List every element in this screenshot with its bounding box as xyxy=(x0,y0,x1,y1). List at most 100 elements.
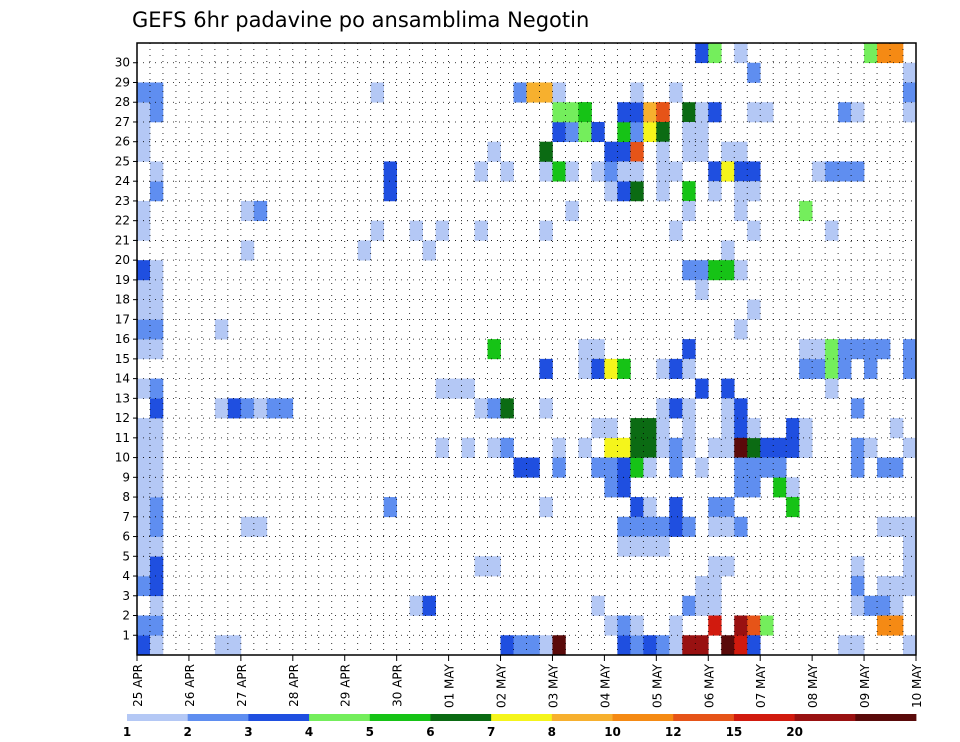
colorbar-segment xyxy=(551,714,613,721)
heatmap-cell xyxy=(825,358,839,379)
heatmap-cell xyxy=(591,457,605,478)
heatmap-cell xyxy=(617,635,631,656)
heatmap-cell xyxy=(643,457,657,478)
x-tick-label: 28 APR xyxy=(287,664,301,707)
heatmap-cell xyxy=(461,378,475,399)
heatmap-cell xyxy=(695,635,709,656)
heatmap-cell xyxy=(630,635,644,656)
heatmap-cell xyxy=(539,82,553,103)
heatmap-cell xyxy=(708,556,722,577)
heatmap-cell xyxy=(682,200,696,221)
heatmap-cell xyxy=(656,398,670,419)
heatmap-cell xyxy=(695,260,709,281)
x-tick-label: 08 MAY xyxy=(806,663,820,708)
heatmap-cell xyxy=(370,82,384,103)
heatmap-cell xyxy=(851,339,865,360)
heatmap-cell xyxy=(137,516,151,537)
heatmap-cell xyxy=(799,437,813,458)
heatmap-cell xyxy=(643,121,657,143)
heatmap-cell xyxy=(721,516,735,537)
heatmap-cell xyxy=(149,398,164,419)
heatmap-cell xyxy=(552,161,566,182)
heatmap-cell xyxy=(474,161,488,182)
y-tick-label: 23 xyxy=(115,194,130,208)
heatmap-cell xyxy=(383,181,397,202)
heatmap-cell xyxy=(721,161,735,182)
heatmap-cell xyxy=(643,536,657,557)
colorbar-segment xyxy=(733,714,796,721)
heatmap-cell xyxy=(656,516,670,537)
y-tick-label: 28 xyxy=(115,95,130,109)
heatmap-cell xyxy=(227,398,242,419)
heatmap-cell xyxy=(734,398,748,419)
heatmap-cell xyxy=(747,161,761,182)
colorbar-segment xyxy=(127,714,189,721)
x-tick-label: 02 MAY xyxy=(495,663,509,708)
heatmap-cell xyxy=(266,398,281,419)
heatmap-cell xyxy=(708,102,722,123)
heatmap-cell xyxy=(799,339,813,360)
heatmap-cell xyxy=(617,121,631,143)
colorbar-segment xyxy=(794,714,856,721)
heatmap-cell xyxy=(656,358,670,379)
heatmap-cell xyxy=(890,43,904,64)
heatmap-cell xyxy=(708,43,722,64)
heatmap-cell xyxy=(825,161,839,182)
heatmap-cell xyxy=(890,595,904,616)
heatmap-cell xyxy=(708,161,722,182)
heatmap-cell xyxy=(747,437,761,458)
colorbar-label: 7 xyxy=(487,725,495,739)
heatmap-cell xyxy=(604,181,618,202)
heatmap-cell xyxy=(539,497,553,518)
heatmap-cell xyxy=(708,437,722,458)
heatmap-cell xyxy=(253,200,268,221)
heatmap-cell xyxy=(695,141,709,162)
colorbar-segment xyxy=(248,714,310,721)
heatmap-cell xyxy=(591,161,605,182)
heatmap-cell xyxy=(137,121,151,143)
y-tick-label: 26 xyxy=(115,135,130,149)
heatmap-cell xyxy=(137,418,151,439)
heatmap-cell xyxy=(591,358,605,379)
heatmap-cell xyxy=(578,358,592,379)
heatmap-cell xyxy=(851,398,865,419)
heatmap-cell xyxy=(851,437,865,458)
heatmap-cell xyxy=(890,457,904,478)
heatmap-cell xyxy=(877,43,891,64)
y-tick-label: 9 xyxy=(122,470,130,484)
heatmap-cell xyxy=(877,516,891,537)
y-tick-label: 29 xyxy=(115,75,130,89)
heatmap-cell xyxy=(565,121,579,143)
heatmap-cell xyxy=(721,378,735,399)
heatmap-cell xyxy=(149,339,164,360)
heatmap-cell xyxy=(695,595,709,616)
heatmap-cell xyxy=(903,358,917,379)
y-tick-label: 14 xyxy=(115,372,130,386)
heatmap-cell xyxy=(838,635,852,656)
heatmap-cell xyxy=(682,141,696,162)
heatmap-cell xyxy=(682,418,696,439)
heatmap-cell xyxy=(137,437,151,458)
heatmap-cell xyxy=(877,615,891,636)
heatmap-cell xyxy=(747,635,761,656)
heatmap-cell xyxy=(669,635,683,656)
heatmap-cell xyxy=(591,121,605,143)
heatmap-cell xyxy=(708,260,722,281)
x-tick-label: 04 MAY xyxy=(598,663,612,708)
heatmap-cell xyxy=(903,437,917,458)
colorbar-label: 1 xyxy=(123,725,131,739)
heatmap-cell xyxy=(240,200,255,221)
heatmap-cell xyxy=(656,418,670,439)
heatmap-cell xyxy=(682,260,696,281)
heatmap-cell xyxy=(617,536,631,557)
heatmap-cell xyxy=(137,556,151,577)
heatmap-cell xyxy=(591,339,605,360)
heatmap-cell xyxy=(578,339,592,360)
heatmap-cell xyxy=(591,418,605,439)
heatmap-cell xyxy=(137,497,151,518)
heatmap-cell xyxy=(864,358,878,379)
heatmap-cell xyxy=(137,260,151,281)
y-tick-label: 25 xyxy=(115,154,130,168)
heatmap-cell xyxy=(240,240,255,261)
